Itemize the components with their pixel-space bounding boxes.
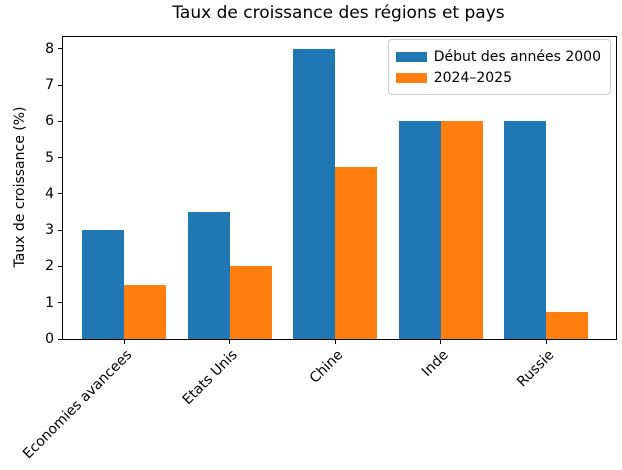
y-tick-mark-3 — [58, 229, 62, 231]
y-tick-label-1: 1 — [45, 294, 54, 311]
y-tick-mark-1 — [58, 302, 62, 304]
y-axis-label: Taux de croissance (%) — [12, 106, 28, 268]
x-tick-mark-4 — [440, 339, 441, 344]
bar-series2-inde — [440, 121, 483, 339]
bar-series1-inde — [398, 121, 441, 339]
x-tick-label-etats-unis: Etats Unis — [179, 347, 241, 409]
y-tick-mark-4 — [58, 193, 62, 195]
y-tick-label-8: 8 — [45, 40, 54, 57]
y-tick-mark-5 — [58, 157, 62, 159]
bar-series2-economies-avancees — [124, 284, 166, 339]
y-tick-label-6: 6 — [45, 113, 54, 130]
plot-area: Début des années 2000 2024–2025 0 1 2 3 4 5 6 7… — [20, 36, 617, 462]
bar-series1-russie — [504, 121, 546, 339]
x-tick-mark-3 — [334, 339, 336, 344]
legend-entry-series2: 2024–2025 — [395, 67, 601, 88]
y-tick-label-7: 7 — [45, 77, 54, 94]
y-tick-label-5: 5 — [45, 149, 54, 166]
x-tick-mark-5 — [545, 339, 547, 344]
y-tick-mark-2 — [58, 265, 62, 267]
legend-entry-series1: Début des années 2000 — [395, 46, 601, 67]
y-tick-label-0: 0 — [45, 331, 54, 347]
bar-series2-chine — [335, 166, 377, 339]
legend: Début des années 2000 2024–2025 — [387, 39, 611, 95]
y-tick-mark-6 — [58, 120, 62, 122]
x-tick-mark-1 — [123, 339, 125, 344]
legend-label-series2: 2024–2025 — [433, 69, 512, 86]
legend-label-series1: Début des années 2000 — [433, 48, 601, 65]
chart-title: Taux de croissance des régions et pays — [172, 3, 505, 23]
x-tick-label-economies-avancees: Economies avancees — [20, 347, 136, 463]
legend-swatch-orange — [395, 72, 427, 83]
x-tick-label-chine: Chine — [306, 347, 347, 387]
bar-series1-economies-avancees — [82, 230, 124, 339]
bar-series2-russie — [546, 311, 588, 339]
x-tick-label-russie: Russie — [514, 347, 558, 391]
x-tick-mark-2 — [229, 339, 230, 344]
y-tick-mark-8 — [58, 48, 62, 50]
y-tick-label-3: 3 — [45, 222, 54, 239]
bar-series1-etats-unis — [187, 212, 230, 339]
y-tick-mark-0 — [58, 338, 62, 340]
x-tick-label-inde: Inde — [418, 347, 452, 380]
y-tick-label-4: 4 — [45, 185, 54, 202]
y-tick-label-2: 2 — [45, 258, 54, 275]
bar-series1-chine — [293, 48, 335, 339]
bar-series2-etats-unis — [229, 266, 272, 339]
y-tick-mark-7 — [58, 84, 62, 86]
legend-swatch-blue — [395, 51, 427, 62]
